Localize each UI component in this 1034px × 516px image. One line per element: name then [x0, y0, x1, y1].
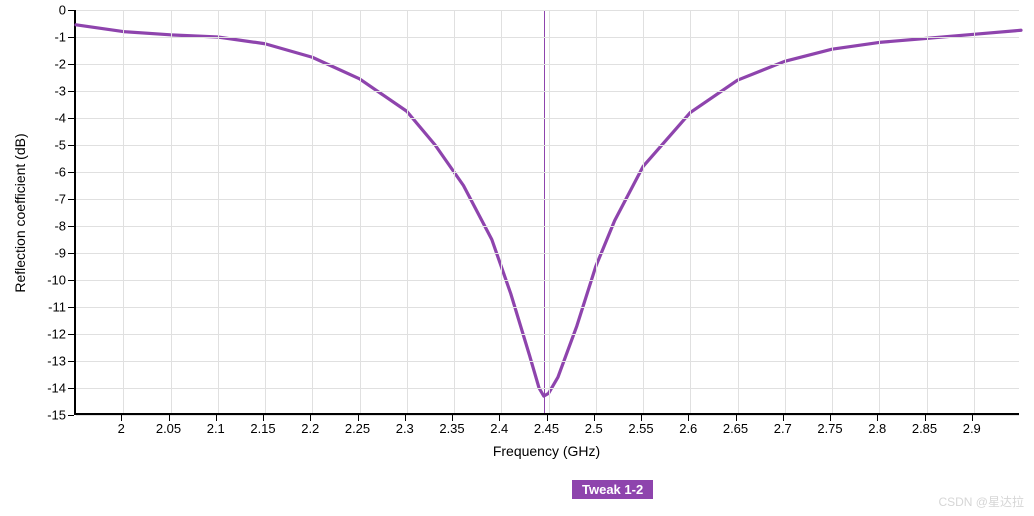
- y-tick-label: -13: [47, 354, 66, 369]
- grid-line-vertical: [171, 10, 172, 413]
- y-tick: [68, 64, 74, 65]
- x-tick-label: 2.7: [774, 421, 792, 436]
- y-tick-label: -12: [47, 327, 66, 342]
- y-tick: [68, 145, 74, 146]
- y-tick: [68, 118, 74, 119]
- grid-line-vertical: [785, 10, 786, 413]
- grid-line-vertical: [218, 10, 219, 413]
- grid-line-vertical: [738, 10, 739, 413]
- y-tick: [68, 253, 74, 254]
- grid-line-vertical: [123, 10, 124, 413]
- grid-line-vertical: [974, 10, 975, 413]
- legend-item[interactable]: Tweak 1-2: [572, 480, 653, 499]
- x-tick-label: 2.2: [301, 421, 319, 436]
- y-tick: [68, 172, 74, 173]
- grid-line-vertical: [549, 10, 550, 413]
- y-tick: [68, 226, 74, 227]
- grid-line-horizontal: [76, 145, 1019, 146]
- grid-line-horizontal: [76, 334, 1019, 335]
- y-tick: [68, 415, 74, 416]
- x-tick-label: 2.8: [868, 421, 886, 436]
- y-tick-label: -4: [54, 111, 66, 126]
- y-tick-label: -15: [47, 408, 66, 423]
- y-tick-label: -9: [54, 246, 66, 261]
- y-tick: [68, 10, 74, 11]
- y-tick: [68, 388, 74, 389]
- grid-line-vertical: [879, 10, 880, 413]
- x-tick-label: 2.4: [490, 421, 508, 436]
- y-tick: [68, 91, 74, 92]
- y-tick-label: -10: [47, 273, 66, 288]
- x-tick-label: 2.45: [534, 421, 559, 436]
- y-tick-label: -6: [54, 165, 66, 180]
- grid-line-horizontal: [76, 361, 1019, 362]
- y-tick-label: -8: [54, 219, 66, 234]
- grid-line-horizontal: [76, 253, 1019, 254]
- legend-label: Tweak 1-2: [582, 482, 643, 497]
- grid-line-horizontal: [76, 172, 1019, 173]
- x-tick-label: 2.55: [628, 421, 653, 436]
- grid-line-horizontal: [76, 280, 1019, 281]
- x-tick-label: 2: [118, 421, 125, 436]
- x-tick-label: 2.15: [250, 421, 275, 436]
- grid-line-vertical: [501, 10, 502, 413]
- grid-line-vertical: [832, 10, 833, 413]
- x-axis-label: Frequency (GHz): [493, 443, 600, 459]
- y-tick-label: -1: [54, 30, 66, 45]
- grid-line-horizontal: [76, 199, 1019, 200]
- grid-line-horizontal: [76, 64, 1019, 65]
- grid-line-vertical: [643, 10, 644, 413]
- grid-line-horizontal: [76, 118, 1019, 119]
- y-tick: [68, 361, 74, 362]
- plot-area: [74, 10, 1019, 415]
- grid-line-horizontal: [76, 37, 1019, 38]
- grid-line-horizontal: [76, 10, 1019, 11]
- watermark-text: CSDN @星达拉: [938, 493, 1024, 510]
- x-tick-label: 2.05: [156, 421, 181, 436]
- grid-line-vertical: [265, 10, 266, 413]
- grid-line-vertical: [360, 10, 361, 413]
- x-tick-label: 2.85: [912, 421, 937, 436]
- y-tick: [68, 199, 74, 200]
- y-axis-label: Reflection coefficient (dB): [12, 133, 28, 292]
- grid-line-vertical: [454, 10, 455, 413]
- y-tick: [68, 307, 74, 308]
- grid-line-vertical: [312, 10, 313, 413]
- y-tick: [68, 280, 74, 281]
- y-tick-label: -5: [54, 138, 66, 153]
- y-tick: [68, 334, 74, 335]
- y-tick: [68, 37, 74, 38]
- x-tick-label: 2.25: [345, 421, 370, 436]
- y-tick-label: -3: [54, 84, 66, 99]
- y-tick-label: 0: [59, 3, 66, 18]
- y-tick-label: -2: [54, 57, 66, 72]
- cursor-line[interactable]: [544, 10, 545, 413]
- x-tick-label: 2.5: [585, 421, 603, 436]
- y-tick-label: -14: [47, 381, 66, 396]
- x-tick-label: 2.9: [963, 421, 981, 436]
- grid-line-vertical: [596, 10, 597, 413]
- grid-line-vertical: [927, 10, 928, 413]
- x-tick-label: 2.35: [439, 421, 464, 436]
- y-tick-label: -7: [54, 192, 66, 207]
- x-tick-label: 2.6: [679, 421, 697, 436]
- grid-line-vertical: [690, 10, 691, 413]
- x-tick-label: 2.3: [396, 421, 414, 436]
- y-tick-label: -11: [48, 300, 66, 315]
- grid-line-vertical: [407, 10, 408, 413]
- x-tick-label: 2.75: [817, 421, 842, 436]
- x-tick-label: 2.65: [723, 421, 748, 436]
- x-tick-label: 2.1: [207, 421, 225, 436]
- grid-line-horizontal: [76, 226, 1019, 227]
- grid-line-horizontal: [76, 388, 1019, 389]
- grid-line-horizontal: [76, 307, 1019, 308]
- grid-line-horizontal: [76, 91, 1019, 92]
- chart-container: 2 2.05 2.1 2.15 2.2 2.25 2.3 2.35 2.4 2.45 2.5 2.55…: [0, 0, 1034, 516]
